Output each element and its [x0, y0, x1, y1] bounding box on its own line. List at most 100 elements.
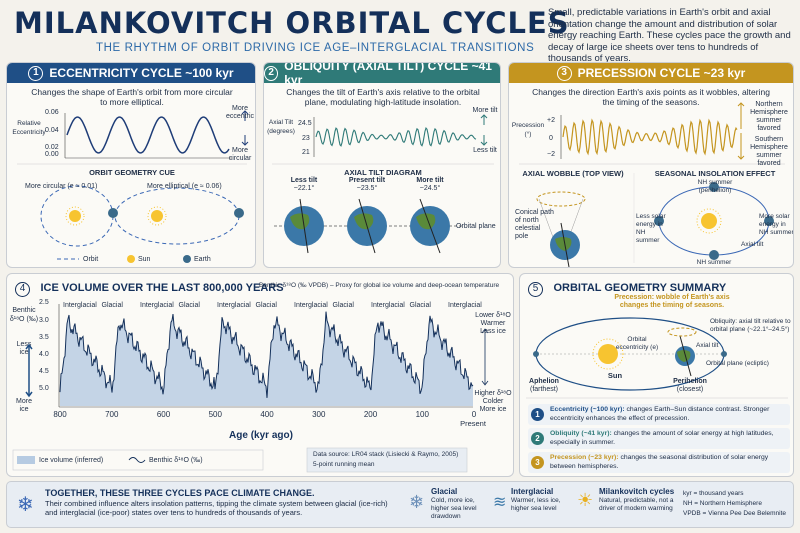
lower-d18o: Lower δ¹⁸O [475, 312, 511, 319]
precession-description: Changes the direction Earth's axis point… [532, 87, 770, 107]
globe-label: Present tilt [348, 177, 386, 184]
axial-tilt-label: Axial tilt [741, 241, 764, 248]
precession-title: PRECESSION CYCLE ~23 kyr [577, 66, 746, 80]
climate-state-label: Interglacial [140, 302, 174, 309]
obliquity-ylabel: Axial Tilt (degrees) [267, 119, 295, 135]
tick: 0.06 [45, 109, 59, 116]
milankovitch-text: Natural, predictable, not a driver of mo… [599, 497, 674, 512]
summary-header: 5 ORBITAL GEOMETRY SUMMARY [528, 278, 726, 297]
climate-state-label: Interglacial [294, 302, 328, 309]
tick: 0.04 [45, 127, 59, 134]
less-ice-label: Less ice [16, 341, 32, 356]
perihelion-sub: (closest) [676, 386, 704, 393]
abbr-vpdb: VPDB = Vienna Pee Dee Belemnite [683, 510, 787, 517]
precession-header: 3 PRECESSION CYCLE ~23 kyr [509, 63, 793, 83]
summary-item-text: Precession (~23 kyr): changes the season… [550, 454, 769, 470]
more-eccentric-label: More eccentric [225, 105, 254, 120]
tick: 0 [549, 135, 553, 142]
summary-item-text: Obliquity (~41 kyr): changes the amount … [550, 430, 774, 446]
seasonal-insolation-heading: SEASONAL INSOLATION EFFECT [654, 169, 776, 178]
sun-icon: ☀ [577, 490, 594, 510]
legend-sun: Sun [138, 256, 151, 263]
interglacial-icon: ≋ [493, 494, 507, 511]
glacial-icon: ❄ [409, 492, 425, 512]
precession-note: Precession: wobble of Earth's axis chang… [614, 294, 730, 309]
cone-label: Conical path of north celestial pole [515, 209, 554, 240]
summary-item-number: 2 [531, 432, 544, 445]
summary-item-number: 3 [531, 456, 544, 469]
tick: 5.0 [39, 385, 49, 392]
legend-benthic: Benthic δ¹⁸O (‰) [149, 457, 203, 464]
eccentricity-note: Orbital eccentricity (e) [615, 336, 659, 351]
obliquity-description: Changes the tilt of Earth's axis relativ… [286, 87, 480, 107]
eccentricity-title: ECCENTRICITY CYCLE ~100 kyr [49, 66, 234, 80]
legend-earth: Earth [194, 256, 211, 263]
ice-volume-header: 4 ICE VOLUME OVER THE LAST 800,000 YEARS [15, 278, 284, 297]
less-solar-label: Less solar energy in NH summer [636, 213, 666, 244]
x-tick: 600 [156, 410, 171, 419]
precession-panel: 3 PRECESSION CYCLE ~23 kyr Changes the d… [508, 62, 794, 268]
climate-state-label: Interglacial [448, 302, 482, 309]
tick: 4.0 [39, 351, 49, 358]
smoothing-note: 5-point running mean [313, 461, 375, 468]
eccentricity-wave [17, 110, 249, 263]
summary-item: 2 Obliquity (~41 kyr): changes the amount… [528, 428, 790, 449]
southern-summer-label: Southern Hemisphere summer favored [750, 136, 788, 167]
x-tick: 700 [105, 410, 119, 419]
conclusion-heading: TOGETHER, THESE THREE CYCLES PACE CLIMAT… [45, 488, 315, 498]
conclusion-banner: ❄ TOGETHER, THESE THREE CYCLES PACE CLIM… [6, 481, 794, 528]
ice-volume-note: Benthic δ¹⁸O (‰ VPDB) – Proxy for global… [259, 282, 500, 289]
ice-volume-chart [12, 304, 489, 473]
tick: 4.5 [39, 368, 49, 375]
tick: 23 [302, 135, 310, 142]
colder-label: Colder [482, 398, 504, 405]
climate-state-label: Interglacial [371, 302, 405, 309]
nh-perihelion-label: NH summer (perihelion) [697, 179, 733, 194]
orbit-summary-diagram [526, 317, 788, 399]
tick: 2.5 [39, 299, 49, 306]
x-tick: 0 [471, 410, 477, 419]
globe-value: ~24.5° [419, 185, 441, 192]
axial-tilt-note: Axial tilt [696, 342, 719, 349]
precession-wave [519, 102, 785, 267]
more-circular-caption: More circular (e ≈ 0.01) [25, 183, 98, 190]
perihelion-label: Perihelion [673, 378, 707, 385]
globe-label: Less tilt [290, 177, 318, 184]
milankovitch-heading: Milankovitch cycles [599, 487, 675, 496]
climate-state-label: Interglacial [63, 302, 97, 309]
abbreviations: kyr = thousand years NH = Northern Hemis… [683, 489, 786, 519]
climate-state-label: Interglacial [217, 302, 251, 309]
orbital-plane-note: Orbital plane (ecliptic) [706, 360, 769, 367]
x-tick: 800 [53, 410, 67, 419]
summary-title: ORBITAL GEOMETRY SUMMARY [553, 282, 727, 294]
x-tick: 200 [363, 410, 378, 419]
tick: 24.5 [298, 120, 312, 127]
higher-d18o: Higher δ¹⁸O [474, 390, 512, 397]
more-ice-right: More ice [479, 406, 507, 413]
panel-number: 4 [15, 282, 30, 297]
x-tick: 100 [415, 410, 429, 419]
summary-item: 1 Eccentricity (~100 kyr): changes Earth–… [528, 404, 790, 425]
abbr-nh: NH = Northern Hemisphere [683, 500, 762, 507]
climate-state-label: Glacial [101, 302, 123, 309]
less-ice-right: Less ice [480, 328, 506, 335]
climate-state-label: Glacial [178, 302, 200, 309]
x-tick: 400 [260, 410, 274, 419]
summary-panel: 5 ORBITAL GEOMETRY SUMMARY Precession: w… [519, 273, 794, 477]
axial-tilt-heading: AXIAL TILT DIAGRAM [344, 168, 422, 177]
summary-item-text: Eccentricity (~100 kyr): changes Earth–S… [550, 406, 770, 422]
eccentricity-ylabel: Relative Eccentricity [12, 120, 46, 136]
climate-state-label: Glacial [332, 302, 354, 309]
summary-item: 3 Precession (~23 kyr): changes the seaso… [528, 452, 790, 473]
present-label: Present [460, 419, 486, 428]
precession-ylabel: Precession (°) [511, 122, 545, 138]
ice-ylabel: Benthic δ¹⁸O (‰) [9, 307, 39, 323]
tick: 3.5 [39, 334, 49, 341]
summary-item-number: 1 [531, 408, 544, 421]
snowflake-icon: ❄ [17, 494, 34, 516]
data-source: Data source: LR04 stack (Lisiecki & Raym… [313, 451, 459, 458]
interglacial-heading: Interglacial [511, 487, 554, 496]
panel-number: 1 [28, 65, 44, 81]
tick: 0.02 [45, 144, 59, 151]
legend-ice-volume: Ice volume (inferred) [39, 457, 104, 464]
